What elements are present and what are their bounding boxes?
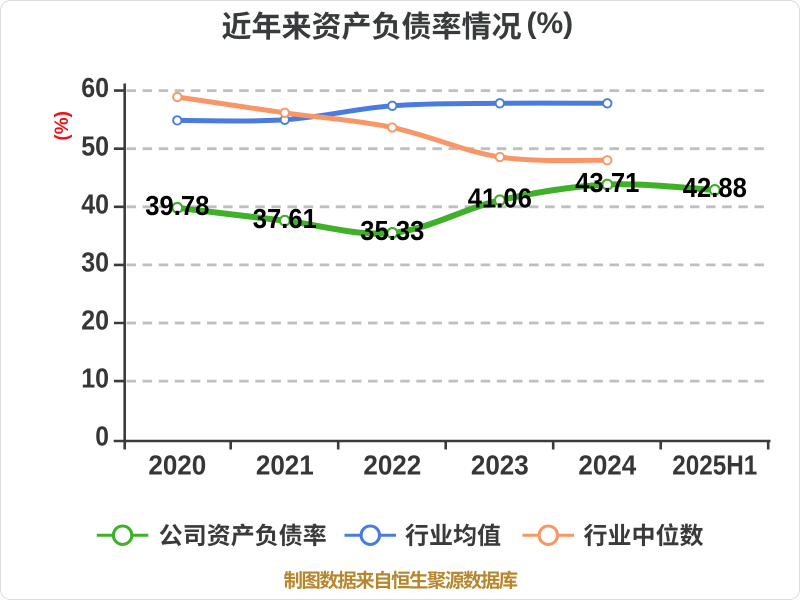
svg-text:2023: 2023	[471, 450, 529, 481]
svg-text:35.33: 35.33	[360, 215, 424, 246]
svg-text:2024: 2024	[578, 450, 636, 481]
svg-text:50: 50	[81, 130, 109, 161]
svg-text:40: 40	[81, 188, 109, 219]
svg-text:43.71: 43.71	[575, 167, 639, 198]
svg-text:42.88: 42.88	[683, 172, 747, 203]
svg-text:37.61: 37.61	[253, 203, 317, 234]
svg-text:(%): (%)	[527, 7, 574, 40]
svg-text:10: 10	[81, 363, 109, 394]
svg-text:2025H1: 2025H1	[672, 450, 757, 481]
svg-text:2021: 2021	[256, 450, 314, 481]
svg-text:0: 0	[95, 421, 109, 452]
svg-text:30: 30	[81, 247, 109, 278]
svg-text:20: 20	[81, 305, 109, 336]
svg-text:41.06: 41.06	[468, 183, 532, 214]
svg-text:39.78: 39.78	[145, 190, 209, 221]
svg-text:60: 60	[81, 72, 109, 103]
svg-text:(%): (%)	[52, 111, 73, 141]
svg-text:2020: 2020	[148, 450, 206, 481]
svg-text:2022: 2022	[363, 450, 421, 481]
